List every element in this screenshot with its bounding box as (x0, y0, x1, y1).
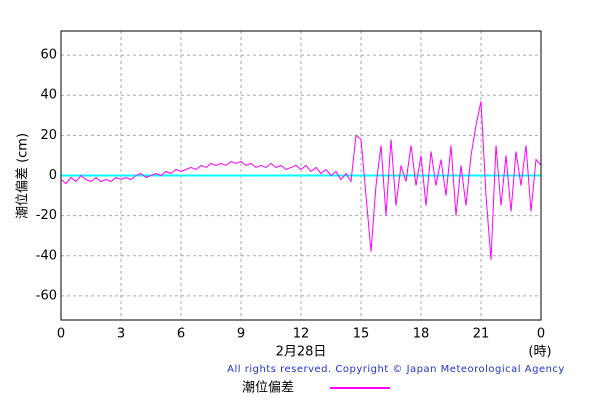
y-tick-label: 0 (49, 168, 57, 183)
copyright: All rights reserved. Copyright © Japan M… (227, 364, 565, 375)
legend-label: 潮位偏差 (242, 381, 294, 396)
x-axis-label: 2月28日 (276, 345, 327, 360)
x-tick-label: 0 (57, 327, 65, 342)
x-tick-label: 18 (413, 327, 430, 342)
x-tick-label: 15 (353, 327, 370, 342)
y-tick-label: -60 (36, 288, 57, 303)
x-tick-label: 21 (473, 327, 490, 342)
y-tick-label: -40 (36, 248, 57, 263)
y-tick-label: 20 (40, 128, 57, 143)
x-tick-label: 3 (117, 327, 125, 342)
x-tick-label: 0 (537, 327, 545, 342)
y-tick-label: 40 (40, 88, 57, 103)
x-tick-label: 12 (293, 327, 310, 342)
plot-border (60, 30, 542, 321)
x-axis-unit: (時) (528, 345, 551, 360)
y-tick-label: 60 (40, 48, 57, 63)
x-tick-label: 9 (237, 327, 245, 342)
data-line (60, 101, 542, 260)
y-axis-label: 潮位偏差 (cm) (16, 133, 31, 219)
x-tick-label: 6 (177, 327, 185, 342)
y-tick-label: -20 (36, 208, 57, 223)
